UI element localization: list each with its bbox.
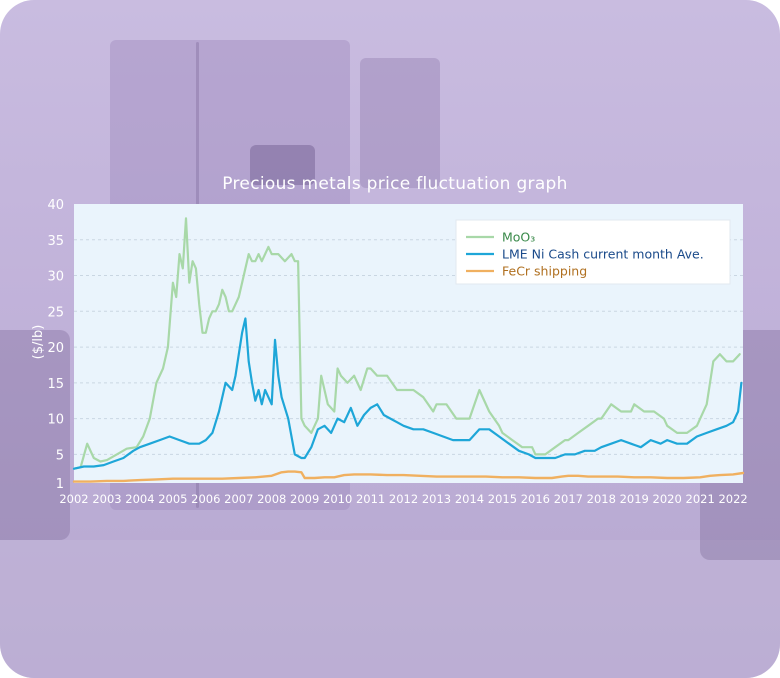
x-tick-label: 2022 — [718, 492, 747, 506]
y-tick-label: 30 — [47, 270, 64, 285]
legend-label-moo3: MoO₃ — [502, 230, 535, 245]
x-tick-label: 2004 — [125, 492, 154, 506]
series-line-ni — [72, 317, 743, 470]
x-tick-label: 2017 — [554, 492, 583, 506]
x-tick-label: 2007 — [224, 492, 253, 506]
x-tick-label: 2020 — [653, 492, 682, 506]
x-tick-label: 2011 — [356, 492, 385, 506]
x-tick-label: 2014 — [455, 492, 484, 506]
x-tick-label: 2016 — [521, 492, 550, 506]
y-tick-label: 5 — [56, 448, 64, 463]
legend-box — [455, 219, 731, 285]
x-tick-label: 2015 — [488, 492, 517, 506]
y-tick-label: 15 — [47, 377, 64, 392]
x-tick-label: 2012 — [389, 492, 418, 506]
x-tick-label: 2003 — [92, 492, 121, 506]
background-stove — [360, 58, 440, 188]
y-tick-label: 1 — [56, 477, 64, 492]
y-axis-label: ($/lb) — [31, 325, 46, 360]
x-tick-label: 2021 — [686, 492, 715, 506]
y-tick-label: 35 — [47, 234, 64, 249]
y-tick-label: 25 — [47, 305, 64, 320]
y-tick-label: 40 — [47, 198, 64, 213]
background-floor — [0, 540, 780, 678]
legend-label-ni: LME Ni Cash current month Ave. — [502, 247, 704, 262]
background-fridge-display — [250, 145, 315, 185]
x-tick-label: 2010 — [323, 492, 352, 506]
series-line-moo3 — [72, 217, 741, 470]
x-tick-label: 2008 — [257, 492, 286, 506]
x-tick-label: 2005 — [158, 492, 187, 506]
x-tick-label: 2002 — [59, 492, 88, 506]
x-tick-label: 2006 — [191, 492, 220, 506]
x-tick-label: 2019 — [620, 492, 649, 506]
y-tick-label: 20 — [47, 341, 64, 356]
legend-label-fecr: FeCr shipping — [502, 264, 587, 279]
background-washer-left — [0, 330, 70, 540]
series-line-fecr — [72, 470, 745, 483]
x-tick-label: 2009 — [290, 492, 319, 506]
x-tick-label: 2018 — [587, 492, 616, 506]
x-tick-label: 2013 — [422, 492, 451, 506]
chart-title: Precious metals price fluctuation graph — [222, 174, 568, 194]
y-tick-label: 10 — [47, 413, 64, 428]
